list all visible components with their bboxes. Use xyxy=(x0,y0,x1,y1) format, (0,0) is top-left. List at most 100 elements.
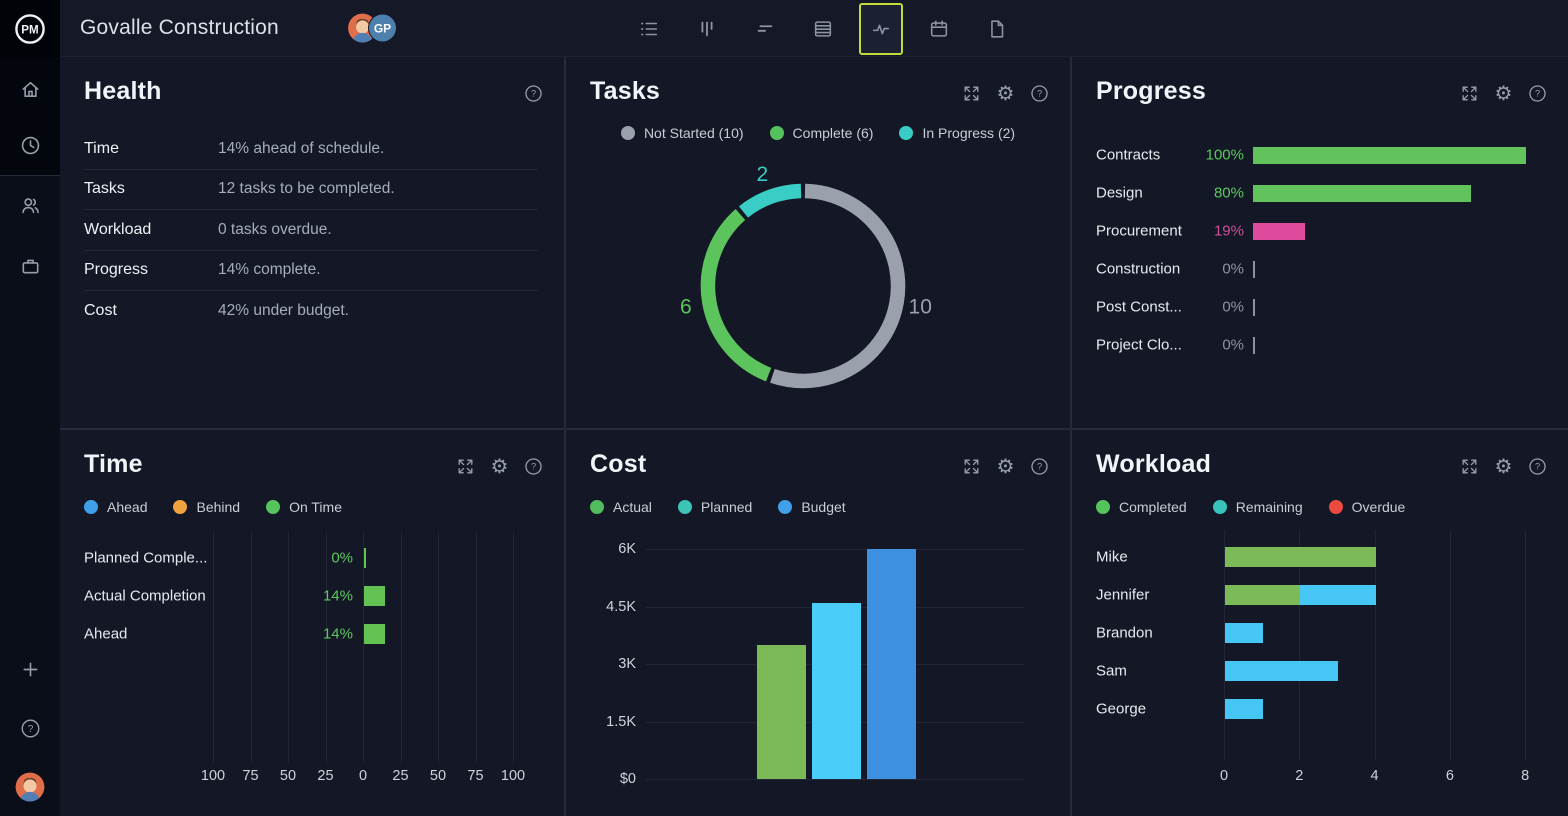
health-row: Progress 14% complete. xyxy=(84,251,538,291)
progress-pct-label: 0% xyxy=(1222,336,1244,354)
panel-title: Progress xyxy=(1096,77,1206,105)
health-row: Workload 0 tasks overdue. xyxy=(84,210,538,251)
time-bar-planned-comple-[interactable] xyxy=(364,548,366,568)
health-row-label: Progress xyxy=(84,261,149,279)
legend-item: Remaining xyxy=(1212,499,1303,515)
axis-tick-label: 6 xyxy=(1445,768,1454,784)
progress-bar-post-const-[interactable] xyxy=(1253,298,1255,316)
expand-icon[interactable] xyxy=(961,83,982,104)
tasks-legend: Not Started (10) Complete (6) In Progress … xyxy=(566,125,1070,141)
pm-logo[interactable]: PM xyxy=(0,0,60,57)
dashboard-view-icon xyxy=(870,18,892,40)
sidebar-top-block xyxy=(0,57,60,175)
docs-view-button[interactable] xyxy=(975,3,1019,55)
sidebar-plus-icon[interactable] xyxy=(18,657,42,681)
dashboard-view-button[interactable] xyxy=(859,2,903,55)
workload-bar-jennifer-remaining[interactable] xyxy=(1300,585,1376,605)
axis-tick-label: 75 xyxy=(242,768,259,784)
sidebar-home-icon[interactable] xyxy=(18,77,42,101)
legend-item: Planned xyxy=(677,499,752,515)
panel-header-icons: ? xyxy=(523,83,544,104)
help-icon[interactable]: ? xyxy=(1029,83,1050,104)
svg-text:?: ? xyxy=(1535,89,1540,99)
settings-icon[interactable]: ⚙ xyxy=(996,82,1015,105)
expand-icon[interactable] xyxy=(1459,83,1480,104)
donut-segment-complete[interactable] xyxy=(700,209,772,382)
expand-icon[interactable] xyxy=(455,456,476,477)
axis-tick-label: 50 xyxy=(429,768,447,784)
sidebar-user-avatar[interactable] xyxy=(15,772,45,802)
cost-bar-planned[interactable] xyxy=(812,602,861,779)
donut-segment-not-started[interactable] xyxy=(770,183,906,389)
legend-dot xyxy=(266,500,281,514)
legend-label: Budget xyxy=(801,499,846,515)
sheet-view-button[interactable] xyxy=(801,3,845,55)
panel-header-icons: ⚙? xyxy=(1459,456,1548,477)
progress-bar-contracts[interactable] xyxy=(1253,146,1526,164)
member-avatars[interactable]: GP xyxy=(348,13,397,43)
gantt-view-button[interactable] xyxy=(743,3,787,55)
workload-bar-brandon-remaining[interactable] xyxy=(1225,623,1263,643)
sidebar-users-icon[interactable] xyxy=(18,193,42,217)
time-row-label: Ahead xyxy=(84,625,128,643)
progress-bar-project-clo-[interactable] xyxy=(1253,336,1255,354)
progress-bar-design[interactable] xyxy=(1253,184,1472,202)
health-row-value: 12 tasks to be completed. xyxy=(218,180,395,198)
time-bar-ahead[interactable] xyxy=(364,624,385,644)
calendar-view-button[interactable] xyxy=(917,3,961,55)
board-view-button[interactable] xyxy=(685,3,729,55)
cost-bar-actual[interactable] xyxy=(757,644,806,779)
panel-header-icons: ⚙? xyxy=(961,83,1050,104)
list-view-button[interactable] xyxy=(627,3,671,55)
project-title: Govalle Construction xyxy=(80,16,279,39)
member-initials-avatar[interactable]: GP xyxy=(368,13,397,43)
time-pct-label: 14% xyxy=(322,625,353,643)
cost-bar-budget[interactable] xyxy=(867,549,916,779)
legend-item: On Time xyxy=(266,499,342,515)
sidebar-briefcase-icon[interactable] xyxy=(18,254,42,278)
legend-dot xyxy=(620,126,635,140)
progress-row-label: Design xyxy=(1096,184,1143,202)
time-bar-actual-completion[interactable] xyxy=(364,586,385,606)
gridline xyxy=(438,532,439,763)
help-icon[interactable]: ? xyxy=(1527,83,1548,104)
settings-icon[interactable]: ⚙ xyxy=(1494,82,1513,105)
workload-bar-mike-completed[interactable] xyxy=(1225,547,1376,567)
gridline xyxy=(1224,530,1225,760)
workload-bar-george-remaining[interactable] xyxy=(1225,699,1263,719)
gridline xyxy=(1299,530,1301,760)
sheet-view-icon xyxy=(812,18,834,40)
help-icon[interactable]: ? xyxy=(1527,456,1548,477)
settings-icon[interactable]: ⚙ xyxy=(490,455,509,478)
legend-label: Behind xyxy=(196,499,241,515)
progress-pct-label: 0% xyxy=(1222,260,1244,278)
donut-value-label: 10 xyxy=(909,296,932,319)
axis-tick-label: 4 xyxy=(1370,768,1379,784)
settings-icon[interactable]: ⚙ xyxy=(996,455,1015,478)
legend-item: Completed xyxy=(1096,499,1187,515)
panel-title: Health xyxy=(84,77,162,105)
progress-bar-procurement[interactable] xyxy=(1253,222,1305,240)
expand-icon[interactable] xyxy=(1459,456,1480,477)
help-icon[interactable]: ? xyxy=(1029,456,1050,477)
panel-title: Tasks xyxy=(590,77,661,105)
legend-label: In Progress (2) xyxy=(922,125,1016,141)
settings-icon[interactable]: ⚙ xyxy=(1494,455,1513,478)
expand-icon[interactable] xyxy=(961,456,982,477)
donut-segment-in-progress[interactable] xyxy=(738,183,802,218)
help-icon[interactable]: ? xyxy=(523,83,544,104)
health-row-label: Workload xyxy=(84,220,152,238)
legend-label: Not Started (10) xyxy=(643,125,744,141)
legend-dot xyxy=(1328,500,1343,514)
workload-bar-sam-remaining[interactable] xyxy=(1225,661,1338,681)
sidebar-clock-icon[interactable] xyxy=(18,133,42,157)
health-row-value: 42% under budget. xyxy=(218,302,349,320)
help-icon[interactable]: ? xyxy=(523,456,544,477)
workload-bar-jennifer-completed[interactable] xyxy=(1225,585,1301,605)
progress-pct-label: 19% xyxy=(1213,222,1244,240)
axis-tick-label: 75 xyxy=(467,768,484,784)
progress-bar-construction[interactable] xyxy=(1253,260,1255,278)
sidebar-help-icon[interactable]: ? xyxy=(18,716,42,740)
gridline xyxy=(325,532,327,763)
gridline xyxy=(363,532,364,763)
